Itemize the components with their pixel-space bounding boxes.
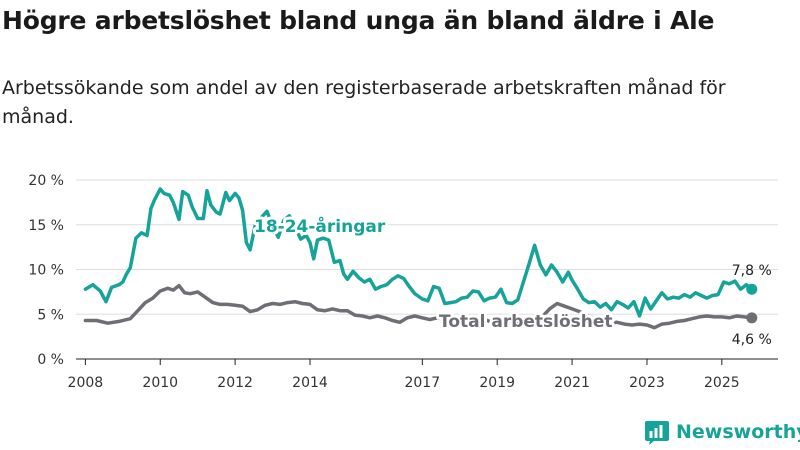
brand-name: Newsworthy (676, 421, 800, 443)
chart-subtitle: Arbetssökande som andel av den registerb… (2, 77, 726, 128)
y-tick-label: 10 % (28, 263, 64, 279)
series-label-total: Total arbetslöshet (439, 312, 613, 332)
end-marker-youth (746, 283, 758, 295)
series-line-youth (83, 187, 754, 318)
x-tick-label: 2025 (704, 375, 740, 391)
end-label-total: 4,6 % (732, 332, 772, 348)
chart-title: Högre arbetslöshet bland unga än bland ä… (2, 6, 715, 35)
x-tick-label: 2008 (68, 375, 104, 391)
series-line-total (83, 283, 754, 330)
newsworthy-logo[interactable]: Newsworthy (644, 419, 800, 445)
series-label-youth: 18-24-åringar (254, 215, 386, 237)
x-tick-label: 2023 (629, 375, 665, 391)
x-tick-label: 2010 (142, 375, 178, 391)
y-tick-label: 0 % (37, 352, 64, 368)
y-tick-label: 20 % (28, 173, 64, 189)
series-label-total-halo: Total arbetslöshet (439, 312, 613, 332)
y-tick-label: 5 % (37, 307, 64, 323)
end-label-youth: 7,8 % (732, 263, 772, 279)
x-tick-label: 2012 (217, 375, 253, 391)
newsworthy-logo-icon (645, 421, 669, 445)
end-marker-total (746, 312, 758, 324)
x-tick-label: 2021 (554, 375, 590, 391)
x-tick-label: 2019 (479, 375, 515, 391)
x-tick-label: 2017 (404, 375, 440, 391)
series-label-youth-halo: 18-24-åringar (254, 215, 386, 237)
x-tick-label: 2014 (292, 375, 328, 391)
y-tick-label: 15 % (28, 218, 64, 234)
